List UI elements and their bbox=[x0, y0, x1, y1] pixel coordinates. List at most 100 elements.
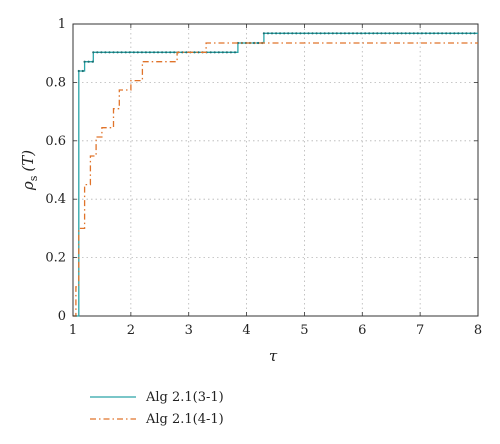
series-point bbox=[161, 51, 164, 54]
series-point bbox=[266, 32, 270, 35]
y-tick-label: 0.8 bbox=[45, 75, 66, 90]
series-point bbox=[128, 51, 131, 54]
series-point bbox=[449, 32, 452, 35]
series-point bbox=[233, 51, 237, 54]
x-tick-label: 5 bbox=[300, 323, 308, 338]
series-point bbox=[368, 32, 371, 35]
series-point bbox=[420, 32, 423, 35]
series-point bbox=[108, 51, 111, 54]
series-point bbox=[291, 32, 294, 35]
y-tick-label: 0.6 bbox=[45, 134, 66, 149]
series-point bbox=[116, 51, 119, 54]
series-point bbox=[400, 32, 403, 35]
plot-frame bbox=[72, 23, 479, 317]
svg-text:ρs(T): ρs (T) bbox=[19, 150, 40, 191]
series-point bbox=[120, 51, 123, 54]
series-point bbox=[197, 51, 200, 54]
series-point bbox=[112, 51, 115, 54]
series-point bbox=[193, 51, 196, 54]
series-point bbox=[299, 32, 302, 35]
series-point bbox=[225, 51, 228, 54]
x-tick-label: 7 bbox=[416, 323, 424, 338]
series-point bbox=[335, 32, 338, 35]
series-point bbox=[461, 32, 464, 35]
series-point bbox=[327, 32, 330, 35]
y-tick-label: 0.4 bbox=[45, 192, 66, 207]
legend-label: Alg 2.1(3-1) bbox=[145, 390, 224, 405]
series-point bbox=[473, 32, 476, 35]
x-tick-label: 4 bbox=[242, 323, 250, 338]
series-1 bbox=[73, 32, 478, 317]
series-point bbox=[396, 32, 399, 35]
series-point bbox=[307, 32, 310, 35]
series-point bbox=[96, 51, 99, 54]
series-point bbox=[132, 51, 135, 54]
series-point bbox=[323, 32, 326, 35]
series-point bbox=[457, 32, 460, 35]
series-point bbox=[351, 32, 355, 35]
series-point bbox=[209, 51, 212, 54]
series-point bbox=[165, 51, 168, 54]
series-point bbox=[156, 51, 160, 54]
series-point bbox=[364, 32, 367, 35]
series-point bbox=[339, 32, 342, 35]
series-point bbox=[465, 32, 468, 35]
grid bbox=[73, 24, 478, 316]
series-point bbox=[152, 51, 156, 54]
series-point bbox=[124, 51, 127, 54]
series-point bbox=[356, 32, 359, 35]
series-point bbox=[384, 32, 387, 35]
tick-labels: 1 2 3 4 5 6 7 8 0 0.2 0.4 0.6 0.8 1 bbox=[45, 17, 482, 338]
series-line bbox=[73, 32, 478, 317]
series-point bbox=[388, 32, 391, 35]
series-point bbox=[136, 51, 139, 54]
series-point bbox=[185, 51, 188, 54]
series-point bbox=[140, 51, 143, 54]
series-point bbox=[416, 32, 419, 35]
series-point bbox=[331, 32, 334, 35]
series-point bbox=[412, 32, 415, 35]
series-point bbox=[148, 51, 151, 54]
x-tick-label: 6 bbox=[358, 323, 366, 338]
legend: Alg 2.1(3-1) Alg 2.1(4-1) bbox=[90, 390, 224, 427]
x-tick-label: 1 bbox=[69, 323, 77, 338]
series-point bbox=[270, 32, 274, 35]
series-point bbox=[92, 51, 95, 54]
series-point bbox=[311, 32, 314, 35]
series-point bbox=[315, 32, 318, 35]
series-point bbox=[77, 69, 80, 73]
series-point bbox=[372, 32, 375, 35]
series-point bbox=[432, 32, 436, 35]
series-point bbox=[404, 32, 407, 35]
x-tick-label: 2 bbox=[127, 323, 135, 338]
series-point bbox=[173, 51, 176, 54]
series-point bbox=[376, 32, 379, 35]
series-point bbox=[392, 32, 395, 35]
x-tick-label: 3 bbox=[185, 323, 193, 338]
series-point bbox=[343, 32, 346, 35]
legend-label: Alg 2.1(4-1) bbox=[145, 412, 224, 427]
series-point bbox=[408, 32, 411, 35]
series-point bbox=[104, 51, 107, 54]
x-axis-label: τ bbox=[269, 347, 278, 365]
y-tick-label: 1 bbox=[58, 17, 66, 32]
series-point bbox=[437, 32, 440, 35]
y-axis-label: ρs (T) bbox=[19, 150, 40, 191]
series-point bbox=[83, 60, 86, 63]
series-point bbox=[217, 51, 220, 54]
y-tick-label: 0 bbox=[58, 309, 66, 324]
series-point bbox=[100, 51, 103, 54]
y-axis-label-arg: (T) bbox=[19, 150, 37, 172]
series-point bbox=[319, 32, 322, 35]
series-point bbox=[275, 32, 278, 35]
y-axis-label-main: ρ bbox=[19, 181, 37, 191]
series-point bbox=[91, 60, 94, 63]
series-point bbox=[81, 69, 84, 73]
series-layer bbox=[73, 32, 478, 317]
series-point bbox=[229, 51, 232, 54]
series-point bbox=[287, 32, 290, 35]
series-point bbox=[469, 32, 472, 35]
series-point bbox=[279, 32, 282, 35]
series-point bbox=[221, 51, 224, 54]
